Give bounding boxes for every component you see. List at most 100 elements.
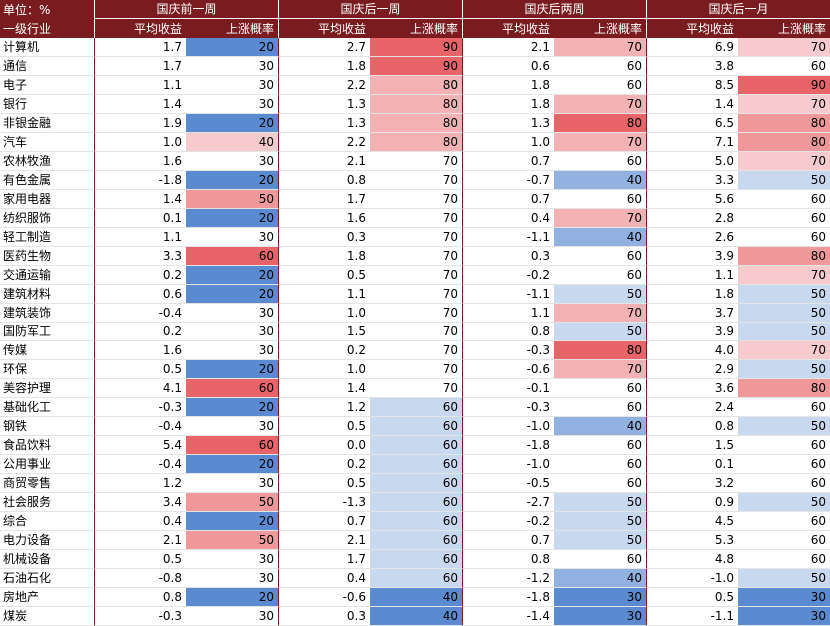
average-return: 1.6 bbox=[94, 151, 186, 171]
rise-probability: 70 bbox=[370, 170, 462, 190]
average-return: 5.6 bbox=[646, 189, 738, 209]
rise-probability: 70 bbox=[738, 94, 830, 114]
average-return: -0.8 bbox=[94, 569, 186, 589]
rise-probability: 80 bbox=[370, 75, 462, 95]
group-header: 国庆后一月 bbox=[646, 0, 830, 19]
rise-probability: 30 bbox=[186, 607, 278, 626]
rise-probability: 60 bbox=[738, 227, 830, 247]
rise-probability: 20 bbox=[186, 398, 278, 418]
average-return: 0.7 bbox=[278, 512, 370, 532]
rise-probability: 60 bbox=[554, 246, 646, 266]
industry-name: 银行 bbox=[0, 95, 94, 114]
rise-probability: 50 bbox=[554, 531, 646, 551]
rise-probability: 60 bbox=[738, 512, 830, 532]
rise-probability: 80 bbox=[370, 113, 462, 133]
rise-probability: 60 bbox=[370, 474, 462, 494]
group-header: 国庆后两周 bbox=[462, 0, 646, 19]
rise-probability: 90 bbox=[370, 38, 462, 57]
average-return: -1.4 bbox=[462, 607, 554, 626]
average-return: 8.5 bbox=[646, 75, 738, 95]
average-return: 0.3 bbox=[278, 227, 370, 247]
average-return: -1.0 bbox=[462, 417, 554, 437]
average-return: 0.5 bbox=[94, 360, 186, 380]
rise-probability: 60 bbox=[370, 398, 462, 418]
rise-probability: 60 bbox=[554, 455, 646, 475]
average-return: 1.5 bbox=[278, 322, 370, 342]
industry-name: 建筑材料 bbox=[0, 285, 94, 304]
average-return: 0.5 bbox=[646, 588, 738, 608]
average-return: -1.0 bbox=[462, 455, 554, 475]
average-return: 3.7 bbox=[646, 303, 738, 323]
industry-name: 电力设备 bbox=[0, 531, 94, 551]
rise-probability: 30 bbox=[186, 474, 278, 494]
rise-probability: 60 bbox=[554, 474, 646, 494]
rise-probability: 40 bbox=[554, 569, 646, 589]
rise-probability: 70 bbox=[554, 360, 646, 380]
average-return: 0.3 bbox=[462, 246, 554, 266]
average-return: -0.2 bbox=[462, 512, 554, 532]
average-return: -0.4 bbox=[94, 455, 186, 475]
average-return: 1.4 bbox=[646, 94, 738, 114]
rise-probability: 60 bbox=[554, 550, 646, 570]
rise-probability: 40 bbox=[370, 588, 462, 608]
rise-probability: 20 bbox=[186, 208, 278, 228]
rise-probability: 20 bbox=[186, 455, 278, 475]
average-return: 0.0 bbox=[278, 436, 370, 456]
rise-probability: 70 bbox=[370, 189, 462, 209]
rise-probability: 40 bbox=[554, 227, 646, 247]
sub-header: 上涨概率 bbox=[777, 21, 826, 36]
average-return: 0.2 bbox=[94, 265, 186, 285]
rise-probability: 30 bbox=[186, 569, 278, 589]
average-return: 2.1 bbox=[462, 38, 554, 57]
sub-header: 平均收益 bbox=[278, 19, 370, 38]
industry-name: 有色金属 bbox=[0, 171, 94, 190]
rise-probability: 80 bbox=[554, 113, 646, 133]
average-return: 0.8 bbox=[462, 322, 554, 342]
industry-name: 食品饮料 bbox=[0, 436, 94, 456]
rise-probability: 30 bbox=[738, 607, 830, 626]
average-return: 1.6 bbox=[278, 208, 370, 228]
rise-probability: 70 bbox=[554, 94, 646, 114]
rise-probability: 60 bbox=[738, 398, 830, 418]
rise-probability: 30 bbox=[554, 607, 646, 626]
rise-probability: 60 bbox=[554, 398, 646, 418]
industry-name: 家用电器 bbox=[0, 190, 94, 209]
rise-probability: 60 bbox=[370, 531, 462, 551]
average-return: -1.1 bbox=[462, 284, 554, 304]
average-return: -0.5 bbox=[462, 474, 554, 494]
rise-probability: 60 bbox=[370, 417, 462, 437]
average-return: 0.1 bbox=[646, 455, 738, 475]
average-return: 1.1 bbox=[94, 75, 186, 95]
industry-name: 建筑装饰 bbox=[0, 304, 94, 323]
rise-probability: 60 bbox=[186, 379, 278, 399]
average-return: -0.6 bbox=[278, 588, 370, 608]
rise-probability: 90 bbox=[738, 75, 830, 95]
average-return: 2.2 bbox=[278, 132, 370, 152]
industry-name: 传媒 bbox=[0, 341, 94, 361]
rise-probability: 70 bbox=[370, 151, 462, 171]
rise-probability: 50 bbox=[738, 569, 830, 589]
average-return: 3.4 bbox=[94, 493, 186, 513]
rise-probability: 20 bbox=[186, 170, 278, 190]
average-return: -1.2 bbox=[462, 569, 554, 589]
group-header: 国庆前一周 bbox=[94, 0, 278, 19]
rise-probability: 60 bbox=[738, 189, 830, 209]
average-return: 0.7 bbox=[462, 189, 554, 209]
average-return: 1.0 bbox=[94, 132, 186, 152]
average-return: 6.5 bbox=[646, 113, 738, 133]
average-return: 3.9 bbox=[646, 322, 738, 342]
average-return: -0.2 bbox=[462, 265, 554, 285]
average-return: -1.8 bbox=[462, 436, 554, 456]
average-return: 2.4 bbox=[646, 398, 738, 418]
rise-probability: 50 bbox=[554, 322, 646, 342]
rise-probability: 70 bbox=[738, 341, 830, 361]
average-return: 1.4 bbox=[94, 94, 186, 114]
rise-probability: 60 bbox=[370, 512, 462, 532]
rise-probability: 70 bbox=[554, 208, 646, 228]
average-return: 0.8 bbox=[278, 170, 370, 190]
industry-name: 美容护理 bbox=[0, 379, 94, 399]
average-return: 0.8 bbox=[462, 550, 554, 570]
industry-name: 医药生物 bbox=[0, 247, 94, 266]
rise-probability: 30 bbox=[186, 75, 278, 95]
